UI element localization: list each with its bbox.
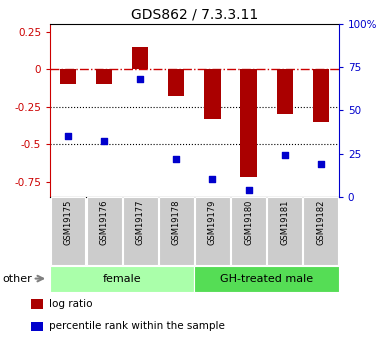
Bar — [313, 69, 329, 122]
Point — [65, 134, 71, 139]
Text: GSM19180: GSM19180 — [244, 199, 253, 245]
Text: GSM19182: GSM19182 — [316, 199, 325, 245]
Text: GSM19179: GSM19179 — [208, 199, 217, 245]
Bar — [195, 197, 230, 265]
Bar — [87, 197, 122, 265]
Bar — [204, 69, 221, 119]
Bar — [123, 197, 157, 265]
Bar — [159, 197, 194, 265]
Bar — [194, 266, 339, 292]
Point — [318, 161, 324, 167]
Text: GSM19181: GSM19181 — [280, 199, 289, 245]
Bar — [31, 322, 43, 331]
Point — [246, 187, 252, 193]
Bar — [51, 197, 85, 265]
Bar — [267, 197, 302, 265]
Point — [101, 139, 107, 144]
Point — [173, 156, 179, 161]
Bar — [231, 197, 266, 265]
Point — [281, 152, 288, 158]
Bar — [31, 299, 43, 309]
Text: GSM19178: GSM19178 — [172, 199, 181, 245]
Text: GSM19175: GSM19175 — [64, 199, 73, 245]
Bar — [168, 69, 184, 96]
Title: GDS862 / 7.3.3.11: GDS862 / 7.3.3.11 — [131, 8, 258, 22]
Bar — [60, 69, 76, 84]
Bar — [303, 197, 338, 265]
Text: GSM19177: GSM19177 — [136, 199, 145, 245]
Bar — [96, 69, 112, 84]
Text: GSM19176: GSM19176 — [100, 199, 109, 245]
Bar — [276, 69, 293, 114]
Bar — [241, 69, 257, 177]
Bar — [50, 266, 194, 292]
Point — [137, 77, 143, 82]
Text: GH-treated male: GH-treated male — [220, 274, 313, 284]
Text: percentile rank within the sample: percentile rank within the sample — [49, 322, 225, 332]
Text: female: female — [103, 274, 142, 284]
Text: log ratio: log ratio — [49, 299, 93, 309]
Point — [209, 177, 216, 182]
Text: other: other — [2, 274, 32, 284]
Bar — [132, 47, 148, 69]
